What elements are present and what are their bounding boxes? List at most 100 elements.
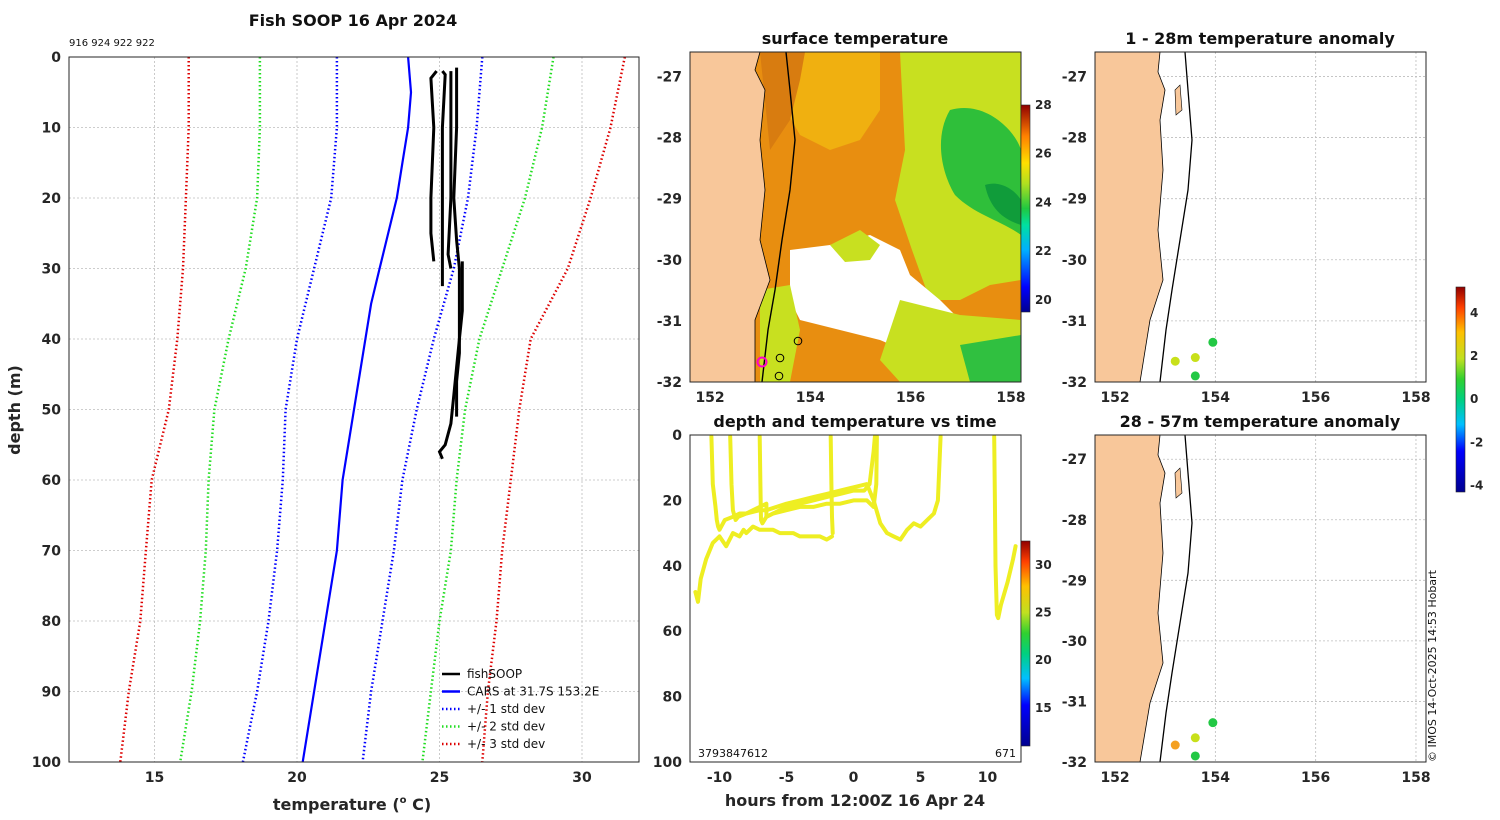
dt-xtick--5: -5 — [779, 770, 795, 786]
anom-cbar-tick--4: -4 — [1470, 479, 1483, 493]
sst-ytick--30: -30 — [657, 253, 683, 269]
dt-series-5 — [992, 435, 1018, 621]
profile-series-fishsoop-cast-5 — [437, 261, 464, 460]
profile-ytick-70: 70 — [42, 544, 62, 560]
depth-time-colorbar — [1020, 540, 1031, 747]
sst-cbar-tick-22: 22 — [1035, 244, 1052, 258]
a2-point-1 — [1190, 733, 1200, 743]
profile-series--2-std-dev — [421, 57, 555, 762]
sst-cbar-tick-26: 26 — [1035, 147, 1052, 161]
profile-series--3-std-dev — [481, 57, 627, 762]
profile-ytick-40: 40 — [42, 332, 62, 348]
dt-ytick-80: 80 — [663, 690, 683, 706]
dt-cbar-tick-20: 20 — [1035, 653, 1052, 667]
dt-cbar-tick-25: 25 — [1035, 606, 1052, 620]
sst-current-position — [756, 356, 768, 368]
profile-series-fishsoop-cast-1 — [429, 70, 438, 262]
profile-ytick-90: 90 — [42, 685, 62, 701]
dt-series-4 — [828, 435, 835, 536]
anomaly-shallow-ticks: 152 154 156 158 -27 -28 -29 -30 -31 -32 — [1062, 69, 1431, 406]
anomaly-deep-title: 28 - 57m temperature anomaly — [1120, 412, 1401, 431]
a2-point-0 — [1170, 740, 1180, 750]
a2-xtick-156: 156 — [1301, 770, 1330, 786]
a1-ytick--30: -30 — [1062, 253, 1088, 269]
sst-ytick--32: -32 — [657, 375, 682, 391]
sst-field — [690, 52, 1021, 382]
profile-series-fishsoop-cast-4 — [452, 67, 461, 417]
sst-ticks: 152 154 156 158 -27 -28 -29 -30 -31 -32 — [657, 69, 1026, 406]
sst-map: surface temperature 152 154 156 158 -27 -28 -2… — [657, 29, 1052, 406]
depth-time-series — [693, 435, 1018, 621]
dt-ytick-40: 40 — [663, 559, 683, 575]
profile-ytick-80: 80 — [42, 614, 62, 630]
anom-cbar-tick-4: 4 — [1470, 306, 1478, 320]
anomaly-shallow-coast — [1095, 52, 1166, 382]
dt-cbar-tick-30: 30 — [1035, 558, 1052, 572]
sst-shelf-contour — [761, 52, 796, 382]
a1-xtick-158: 158 — [1401, 390, 1430, 406]
anomaly-deep-island — [1174, 467, 1183, 499]
anomaly-deep-map: 28 - 57m temperature anomaly 152 154 156 15… — [1062, 412, 1431, 786]
profile-chart: Fish SOOP 16 Apr 2024 916 924 922 922 15… — [5, 11, 640, 814]
a1-point-0 — [1170, 356, 1180, 366]
a1-xtick-152: 152 — [1100, 390, 1129, 406]
anomaly-deep-frame — [1094, 434, 1427, 763]
anom-cbar-tick--2: -2 — [1470, 435, 1483, 449]
depth-time-cast-id-last: 671 — [995, 747, 1016, 760]
a1-ytick--29: -29 — [1062, 192, 1087, 208]
anomaly-deep-contour — [1159, 435, 1193, 762]
dt-xtick-0: 0 — [849, 770, 859, 786]
legend-label-3: +/- 2 std dev — [467, 720, 545, 734]
dt-cbar-tick-15: 15 — [1035, 701, 1052, 715]
a2-ytick--30: -30 — [1062, 634, 1088, 650]
sst-xtick-152: 152 — [695, 390, 724, 406]
profile-series — [119, 57, 627, 762]
profile-series--2-std-dev — [178, 57, 262, 762]
sst-colorbar — [1020, 104, 1031, 313]
sst-ytick--27: -27 — [657, 69, 682, 85]
a2-point-3 — [1208, 718, 1218, 728]
profile-xlabel: temperature (o C) — [273, 795, 431, 814]
profile-xtick-15: 15 — [145, 770, 164, 786]
sst-cbar-tick-24: 24 — [1035, 195, 1052, 209]
anomaly-shallow-map: 1 - 28m temperature anomaly 152 154 156 158… — [1062, 29, 1431, 406]
depth-time-colorbar-ticks: 15 20 25 30 — [1035, 558, 1052, 715]
a2-ytick--31: -31 — [1062, 694, 1087, 710]
anomaly-colorbar: -4 -2 0 2 4 — [1455, 286, 1483, 493]
anomaly-deep-coast — [1095, 435, 1166, 762]
sst-xtick-154: 154 — [796, 390, 825, 406]
a2-xtick-152: 152 — [1100, 770, 1129, 786]
dt-ytick-0: 0 — [672, 428, 682, 444]
profile-ylabel: depth (m) — [5, 365, 24, 455]
dt-series-2 — [728, 435, 943, 542]
profile-ytick-10: 10 — [42, 121, 62, 137]
a2-point-2 — [1190, 751, 1200, 761]
depth-time-title: depth and temperature vs time — [713, 412, 996, 431]
depth-time-plot-area — [690, 435, 1021, 762]
dt-ytick-60: 60 — [663, 624, 683, 640]
anomaly-deep-ticks: 152 154 156 158 -27 -28 -29 -30 -31 -32 — [1062, 452, 1431, 786]
sst-ytick--31: -31 — [657, 314, 682, 330]
dt-xtick--10: -10 — [707, 770, 733, 786]
sst-xtick-158: 158 — [996, 390, 1025, 406]
sst-station-2 — [775, 353, 785, 363]
dt-xtick-5: 5 — [916, 770, 926, 786]
anomaly-shallow-title: 1 - 28m temperature anomaly — [1125, 29, 1395, 48]
legend-label-1: CARS at 31.7S 153.2E — [467, 685, 599, 699]
sst-coastal-warm — [760, 52, 805, 150]
a1-point-2 — [1190, 371, 1200, 381]
anomaly-shallow-island — [1174, 84, 1183, 116]
dt-xtick-10: 10 — [978, 770, 998, 786]
sst-colorbar-ticks: 20 22 24 26 28 — [1035, 98, 1052, 307]
depth-time-cast-ids: 3793847612 — [698, 747, 768, 760]
sst-cbar-tick-28: 28 — [1035, 98, 1052, 112]
a1-ytick--27: -27 — [1062, 69, 1087, 85]
legend-label-4: +/- 3 std dev — [467, 737, 545, 751]
dt-ytick-100: 100 — [653, 755, 682, 771]
depth-time-xlabel: hours from 12:00Z 16 Apr 24 — [725, 791, 985, 810]
anom-cbar-tick-2: 2 — [1470, 349, 1478, 363]
sst-cool-core — [985, 183, 1021, 225]
profile-series-fishsoop-cast-3 — [446, 71, 453, 269]
a2-ytick--27: -27 — [1062, 452, 1087, 468]
